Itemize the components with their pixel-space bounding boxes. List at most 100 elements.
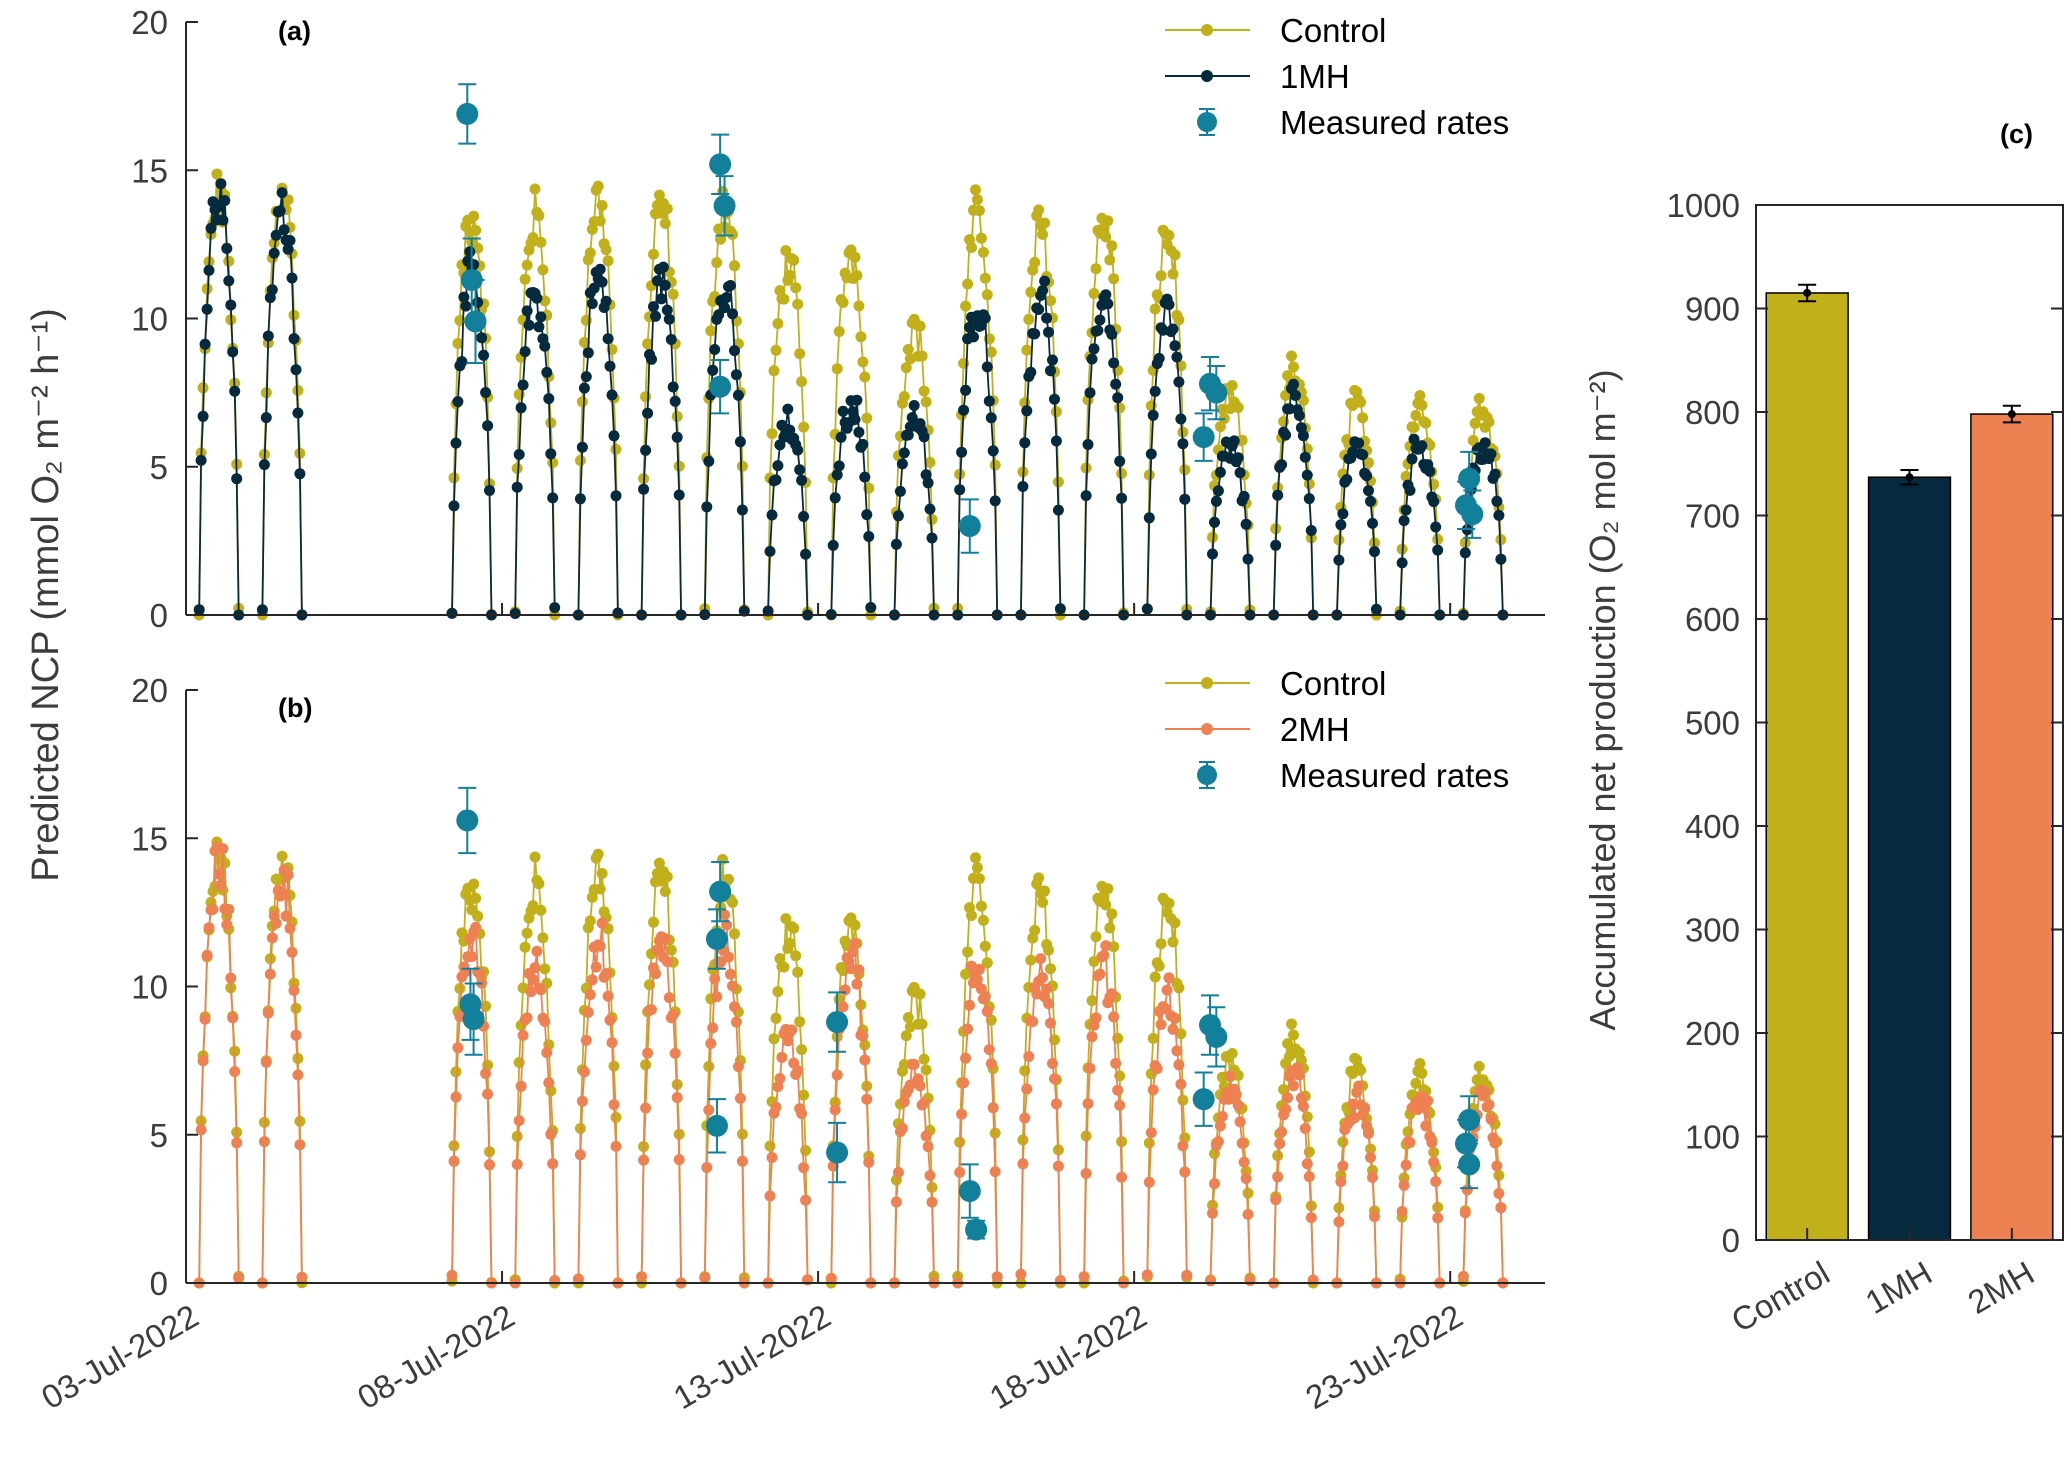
x-tick-label: 1MH xyxy=(1859,1254,1938,1321)
control-point xyxy=(717,854,729,865)
control-point xyxy=(796,376,808,388)
control-point xyxy=(1286,350,1297,362)
mh1-point xyxy=(1333,554,1345,566)
mh1-point xyxy=(1214,466,1226,478)
mh2-point xyxy=(1041,983,1053,995)
mh2-point xyxy=(1420,1120,1432,1132)
mh1-point xyxy=(1169,340,1181,352)
control-point xyxy=(1017,1134,1029,1146)
mh1-point xyxy=(725,280,736,291)
mh2-point xyxy=(669,1047,681,1059)
control-point xyxy=(794,348,806,360)
mh1-point xyxy=(663,313,675,325)
mh2-point xyxy=(1299,1123,1311,1134)
mh1-point xyxy=(1179,493,1191,505)
mh2-point xyxy=(987,1102,999,1114)
mh2-point xyxy=(1106,988,1118,1000)
mh1-point xyxy=(638,483,650,495)
mh1-point xyxy=(669,395,681,407)
panel-b-letter: (b) xyxy=(278,693,312,723)
mh1-point xyxy=(203,264,215,276)
mh1-point xyxy=(863,531,875,542)
mh1-point xyxy=(604,360,616,372)
shared-y-axis-label: Predicted NCP (mmol O₂ m⁻² h⁻¹) xyxy=(25,308,67,882)
mh1-point xyxy=(926,532,938,544)
mh2-point xyxy=(576,1095,588,1107)
mh2-point xyxy=(861,1093,873,1105)
mh2-point xyxy=(1335,1176,1347,1188)
mh1-point xyxy=(1106,328,1118,340)
mh1-point xyxy=(539,340,551,352)
mh2-point xyxy=(217,843,229,855)
mh1-point xyxy=(1029,328,1041,340)
mh1-point xyxy=(657,261,669,273)
mh1-point xyxy=(519,346,531,358)
control-point xyxy=(784,269,796,281)
mh2-point xyxy=(1110,1057,1122,1069)
mh2-point xyxy=(1114,1099,1126,1111)
mh2-point xyxy=(642,1047,654,1059)
control-point xyxy=(916,1018,928,1030)
mh2-point xyxy=(1347,1098,1359,1110)
mh1-point xyxy=(541,366,553,378)
control-point xyxy=(900,362,912,374)
mh2-point xyxy=(956,1108,968,1120)
control-point xyxy=(1493,1169,1505,1181)
mh2-point xyxy=(983,1044,995,1056)
control-point xyxy=(1173,314,1185,326)
mh2-point xyxy=(270,917,282,929)
mh1-point xyxy=(709,344,721,355)
mh2-point xyxy=(800,1194,812,1206)
mh2-point xyxy=(1491,1160,1503,1172)
control-point xyxy=(584,247,596,259)
mh2-point xyxy=(1052,1160,1064,1172)
mh1-point xyxy=(1141,603,1153,615)
control-point xyxy=(1420,417,1432,429)
mh1-point xyxy=(1100,289,1112,301)
mh1-point xyxy=(223,275,235,287)
mh1-point xyxy=(1210,495,1222,507)
mh2-point xyxy=(195,1124,207,1136)
mh1-point xyxy=(294,468,306,480)
x-tick-label: Control xyxy=(1725,1254,1836,1339)
mh2-point xyxy=(1288,1080,1299,1092)
mh1-point xyxy=(1177,438,1189,450)
mh2-point xyxy=(914,1080,926,1092)
control-point xyxy=(1039,885,1051,897)
control-point xyxy=(1106,908,1118,920)
control-point xyxy=(1037,896,1049,908)
control-point xyxy=(926,513,938,525)
mh1-point xyxy=(1054,603,1066,615)
mh2-point xyxy=(1216,1110,1228,1122)
control-point xyxy=(962,278,974,290)
mh1-point xyxy=(450,437,462,449)
mh2-point xyxy=(260,1056,272,1068)
panel-b-plot-area xyxy=(193,786,1509,1289)
mh2-point xyxy=(521,1012,533,1024)
mh1-point xyxy=(1489,468,1501,480)
mh2-point xyxy=(918,1097,930,1109)
control-point xyxy=(1177,426,1189,438)
mh1-point xyxy=(1284,403,1295,415)
mh1-point xyxy=(1108,357,1120,369)
control-point xyxy=(794,1016,806,1028)
mh1-point xyxy=(509,608,521,619)
control-point xyxy=(780,913,792,925)
mh2-point xyxy=(543,1077,555,1089)
control-point xyxy=(452,338,464,349)
mh1-point xyxy=(596,276,608,288)
mh1-point xyxy=(954,484,966,496)
mh1-point xyxy=(1039,275,1051,287)
control-point xyxy=(1167,936,1179,948)
mh1-point xyxy=(1050,435,1062,447)
mh1-point xyxy=(1094,314,1106,326)
mh1-point xyxy=(1428,496,1440,508)
control-point xyxy=(966,910,977,921)
mh2-point xyxy=(294,1139,306,1151)
mh2-point xyxy=(466,951,478,963)
mh1-point xyxy=(478,349,490,361)
measured-rate-point xyxy=(1205,381,1228,404)
mh1-point xyxy=(861,509,873,521)
panel-c-letter: (c) xyxy=(2000,119,2033,149)
measured-rate-point xyxy=(1205,1025,1228,1048)
